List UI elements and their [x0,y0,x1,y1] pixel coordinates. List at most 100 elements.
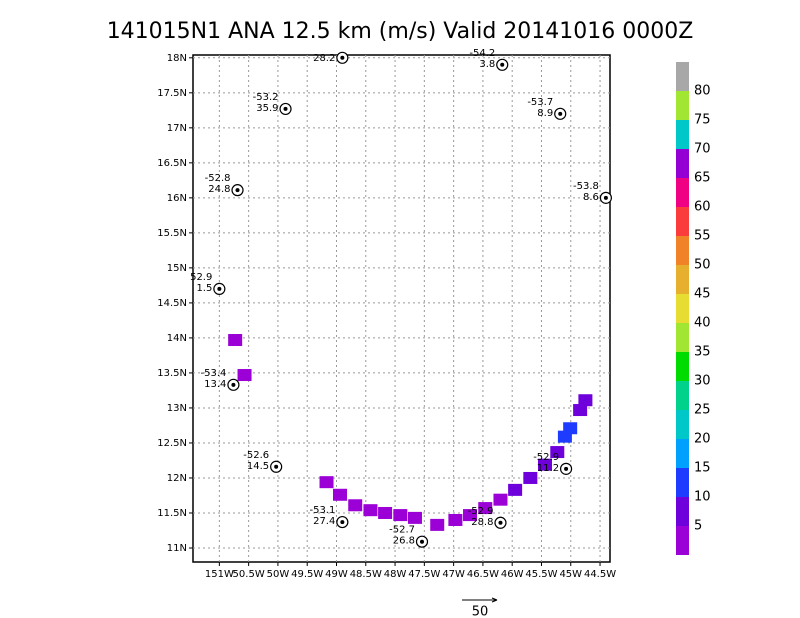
swath-cell [348,499,363,512]
colorbar-label: 70 [694,142,711,157]
station-label: 13.4 [204,379,226,390]
swath-cell [237,369,252,382]
colorbar-label: 5 [694,519,702,534]
colorbar-label: 35 [694,345,711,360]
y-tick-label: 12N [167,473,187,484]
station-label: 24.8 [208,184,230,195]
swath-cell [463,509,478,522]
colorbar-label: 20 [694,432,711,447]
colorbar-label: 25 [694,403,711,418]
y-tick-label: 17.5N [157,88,187,99]
colorbar-segment [676,439,689,468]
colorbar-label: 75 [694,113,711,128]
swath-cell [573,404,588,417]
station-dot [340,520,345,525]
station-dot [564,466,569,471]
station-label: 11.2 [537,463,559,474]
colorbar-segment [676,468,689,497]
colorbar-segment [676,410,689,439]
y-tick-label: 11.5N [157,508,187,519]
y-tick-label: 14.5N [157,298,187,309]
colorbar-segment [676,149,689,178]
y-tick-label: 17N [167,123,187,134]
colorbar-label: 55 [694,229,711,244]
colorbar-label: 60 [694,200,711,215]
colorbar-label: 45 [694,287,711,302]
x-tick-label: 44.5W [584,569,616,580]
station-label: 8.6 [583,192,599,203]
swath-cell [407,511,422,524]
station-label: 35.9 [256,103,278,114]
colorbar-segment [676,352,689,381]
station-label: 8.9 [537,108,553,119]
x-tick-label: 45W [559,569,582,580]
colorbar-label: 65 [694,171,711,186]
vector-scale-label: 50 [472,605,489,618]
station-label: -52.8 [205,173,231,184]
y-tick-label: 13N [167,403,187,414]
y-tick-label: 18N [167,53,187,64]
x-tick-label: 45.5W [525,569,557,580]
station-label: -53.7 [527,97,553,108]
station-label: 14.5 [247,461,269,472]
station-label: -52.9 [468,506,494,517]
colorbar-label: 50 [694,258,711,273]
colorbar-segment [676,381,689,410]
station-dot [283,106,288,111]
station-label: -54.2 [469,48,495,59]
station-label: -53.2 [253,92,279,103]
vector-arrowhead [491,597,498,603]
x-tick-label: 49W [325,569,348,580]
swath-cell [430,518,445,531]
station-label: 26.8 [393,536,415,547]
swath-cell [393,509,408,522]
x-tick-label: 151W [205,569,234,580]
y-tick-label: 16N [167,193,187,204]
colorbar-segment [676,178,689,207]
station-label: 52.9 [190,272,212,283]
y-tick-label: 11N [167,543,187,554]
swath-cell [319,476,334,489]
y-tick-label: 14N [167,333,187,344]
y-tick-label: 15.5N [157,228,187,239]
y-tick-label: 15N [167,263,187,274]
x-tick-label: 46.5W [467,569,499,580]
x-tick-label: 47W [442,569,465,580]
x-tick-label: 48.5W [350,569,382,580]
x-tick-label: 46W [501,569,524,580]
swath-cell [448,513,463,526]
swath-cell [523,471,538,484]
colorbar-segment [676,236,689,265]
station-label: 28.8 [471,517,493,528]
x-tick-label: 49.5W [291,569,323,580]
colorbar-label: 30 [694,374,711,389]
colorbar-segment [676,323,689,352]
colorbar-segment [676,120,689,149]
swath-cell [508,483,523,496]
colorbar-segment [676,91,689,120]
swath-cell [493,493,508,506]
station-label: 27.4 [313,516,335,527]
station-dot [500,62,505,67]
station-dot [603,195,608,200]
station-dot [217,286,222,291]
colorbar-label: 10 [694,490,711,505]
station-label: 1.5 [196,283,212,294]
colorbar-segment [676,62,689,91]
station-label: -52.7 [389,525,415,536]
chart-title: 141015N1 ANA 12.5 km (m/s) Valid 2014101… [107,19,694,44]
swath-cell [363,504,378,517]
station-label: 3.8 [479,59,495,70]
x-tick-label: 50W [267,569,290,580]
station-dot [274,464,279,469]
swath-cell [378,506,393,519]
station-label: -53.8 [573,181,599,192]
colorbar-segment [676,526,689,555]
x-tick-label: 48W [384,569,407,580]
x-tick-label: 50.5W [233,569,265,580]
swath-cell [228,334,243,347]
swath-cell [550,446,565,459]
station-dot [235,188,240,193]
swath-cell [333,488,348,501]
colorbar-label: 40 [694,316,711,331]
